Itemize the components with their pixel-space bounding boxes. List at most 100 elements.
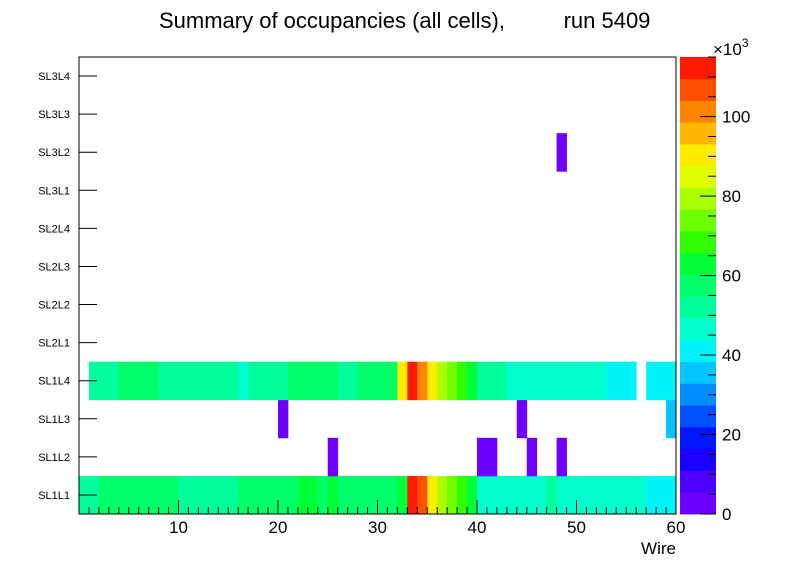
- heatmap-cell: [506, 361, 518, 401]
- heatmap-cell: [278, 475, 289, 515]
- palette-segment: [680, 122, 716, 145]
- y-tick-label: SL3L4: [38, 71, 70, 83]
- heatmap-cell: [656, 475, 667, 515]
- y-axis: SL1L1 SL1L2 SL1L3 SL1L4 SL2L1 SL2L2 SL2L3 SL2L4…: [38, 71, 97, 502]
- heatmap-cell: [248, 361, 259, 401]
- palette-segment: [680, 57, 716, 80]
- x-tick-label: 10: [169, 518, 188, 537]
- heatmap-cell: [427, 475, 438, 515]
- heatmap-cell: [377, 475, 388, 515]
- heatmap-cell: [198, 361, 209, 401]
- heatmap-cell: [516, 475, 528, 515]
- palette-segment: [680, 296, 716, 319]
- color-palette: [680, 57, 716, 515]
- heatmap-cell: [337, 361, 349, 401]
- heatmap-cell: [168, 361, 179, 401]
- heatmap-cell: [407, 361, 418, 401]
- heatmap-cell: [168, 475, 179, 515]
- heatmap-cell: [337, 475, 349, 515]
- heatmap-cell: [118, 361, 130, 401]
- heatmap-cell: [626, 361, 637, 401]
- y-tick-label: SL1L4: [38, 376, 70, 388]
- heatmap-cell: [457, 361, 468, 401]
- y-tick-label: SL2L2: [38, 300, 70, 312]
- heatmap-cell: [556, 133, 567, 172]
- chart-title: Summary of occupancies (all cells),: [159, 8, 505, 33]
- heatmap-cell: [357, 361, 368, 401]
- z-tick-label: 100: [722, 108, 750, 127]
- palette-segment: [680, 100, 716, 123]
- x-tick-label: 30: [368, 518, 387, 537]
- heatmap-cell: [606, 475, 617, 515]
- y-tick-label: SL3L3: [38, 109, 70, 121]
- x-tick-label: 40: [468, 518, 487, 537]
- palette-segment: [680, 231, 716, 254]
- heatmap-cell: [148, 361, 159, 401]
- heatmap-cell: [457, 475, 468, 515]
- heatmap-cell: [188, 475, 199, 515]
- heatmap-cell: [397, 361, 408, 401]
- heatmap-cell: [407, 475, 418, 515]
- z-tick-label: 80: [722, 187, 741, 206]
- heatmap-cell: [616, 475, 627, 515]
- heatmap-cell: [576, 361, 587, 401]
- x-tick-label: 20: [269, 518, 288, 537]
- palette-segment: [680, 209, 716, 232]
- heatmap-cell: [188, 361, 199, 401]
- heatmap-cell: [447, 361, 458, 401]
- heatmap-cell: [208, 475, 219, 515]
- heatmap-cell: [228, 361, 239, 401]
- y-tick-label: SL2L3: [38, 261, 70, 273]
- heatmap-cell: [496, 475, 508, 515]
- heatmap-cell: [278, 361, 289, 401]
- heatmap-cell: [278, 399, 289, 439]
- y-tick-label: SL2L4: [38, 223, 70, 235]
- heatmap-cell: [287, 361, 299, 401]
- heatmap-cell: [347, 475, 358, 515]
- heatmap-cell: [666, 399, 677, 439]
- y-tick-label: SL3L2: [38, 147, 70, 159]
- palette-segment: [680, 274, 716, 297]
- heatmap-cell: [307, 475, 319, 515]
- heatmap-cell: [576, 475, 587, 515]
- heatmap-cell: [486, 361, 498, 401]
- heatmap-cell: [536, 361, 548, 401]
- heatmap-cell: [208, 361, 219, 401]
- heatmap-cell: [506, 475, 518, 515]
- palette-segment: [680, 144, 716, 167]
- heatmap-cell: [357, 475, 368, 515]
- heatmap-cell: [526, 361, 538, 401]
- heatmap-cell: [317, 475, 329, 515]
- heatmap-cell: [437, 475, 448, 515]
- heatmap-cell: [546, 361, 557, 401]
- heatmap-cell: [526, 475, 538, 515]
- heatmap-cell: [317, 361, 329, 401]
- z-multiplier-base: ×10: [713, 40, 742, 59]
- palette-segment: [680, 318, 716, 341]
- heatmap-cell: [138, 361, 150, 401]
- x-tick-label: 60: [667, 518, 686, 537]
- heatmap-cell: [98, 361, 110, 401]
- heatmap-cell: [536, 475, 548, 515]
- heatmap-cell: [477, 361, 488, 401]
- palette-segment: [680, 426, 716, 450]
- z-tick-label: 20: [722, 426, 741, 445]
- heatmap-cell: [556, 437, 567, 477]
- palette-segment: [680, 448, 716, 471]
- heatmap-cell: [128, 361, 140, 401]
- heatmap-cell: [287, 475, 299, 515]
- heatmap-cell: [486, 437, 498, 477]
- heatmap-cell: [108, 475, 120, 515]
- palette-segment: [680, 470, 716, 493]
- heatmap-cell: [367, 361, 378, 401]
- heatmap-cell: [108, 361, 120, 401]
- heatmap-cell: [566, 361, 577, 401]
- z-tick-label: 0: [722, 505, 731, 524]
- heatmap-cell: [377, 361, 388, 401]
- heatmap-cell: [248, 475, 259, 515]
- heatmap-cell: [486, 475, 498, 515]
- y-tick-label: SL3L1: [38, 185, 70, 197]
- heatmap-cell: [566, 475, 577, 515]
- heatmap-cell: [467, 361, 478, 401]
